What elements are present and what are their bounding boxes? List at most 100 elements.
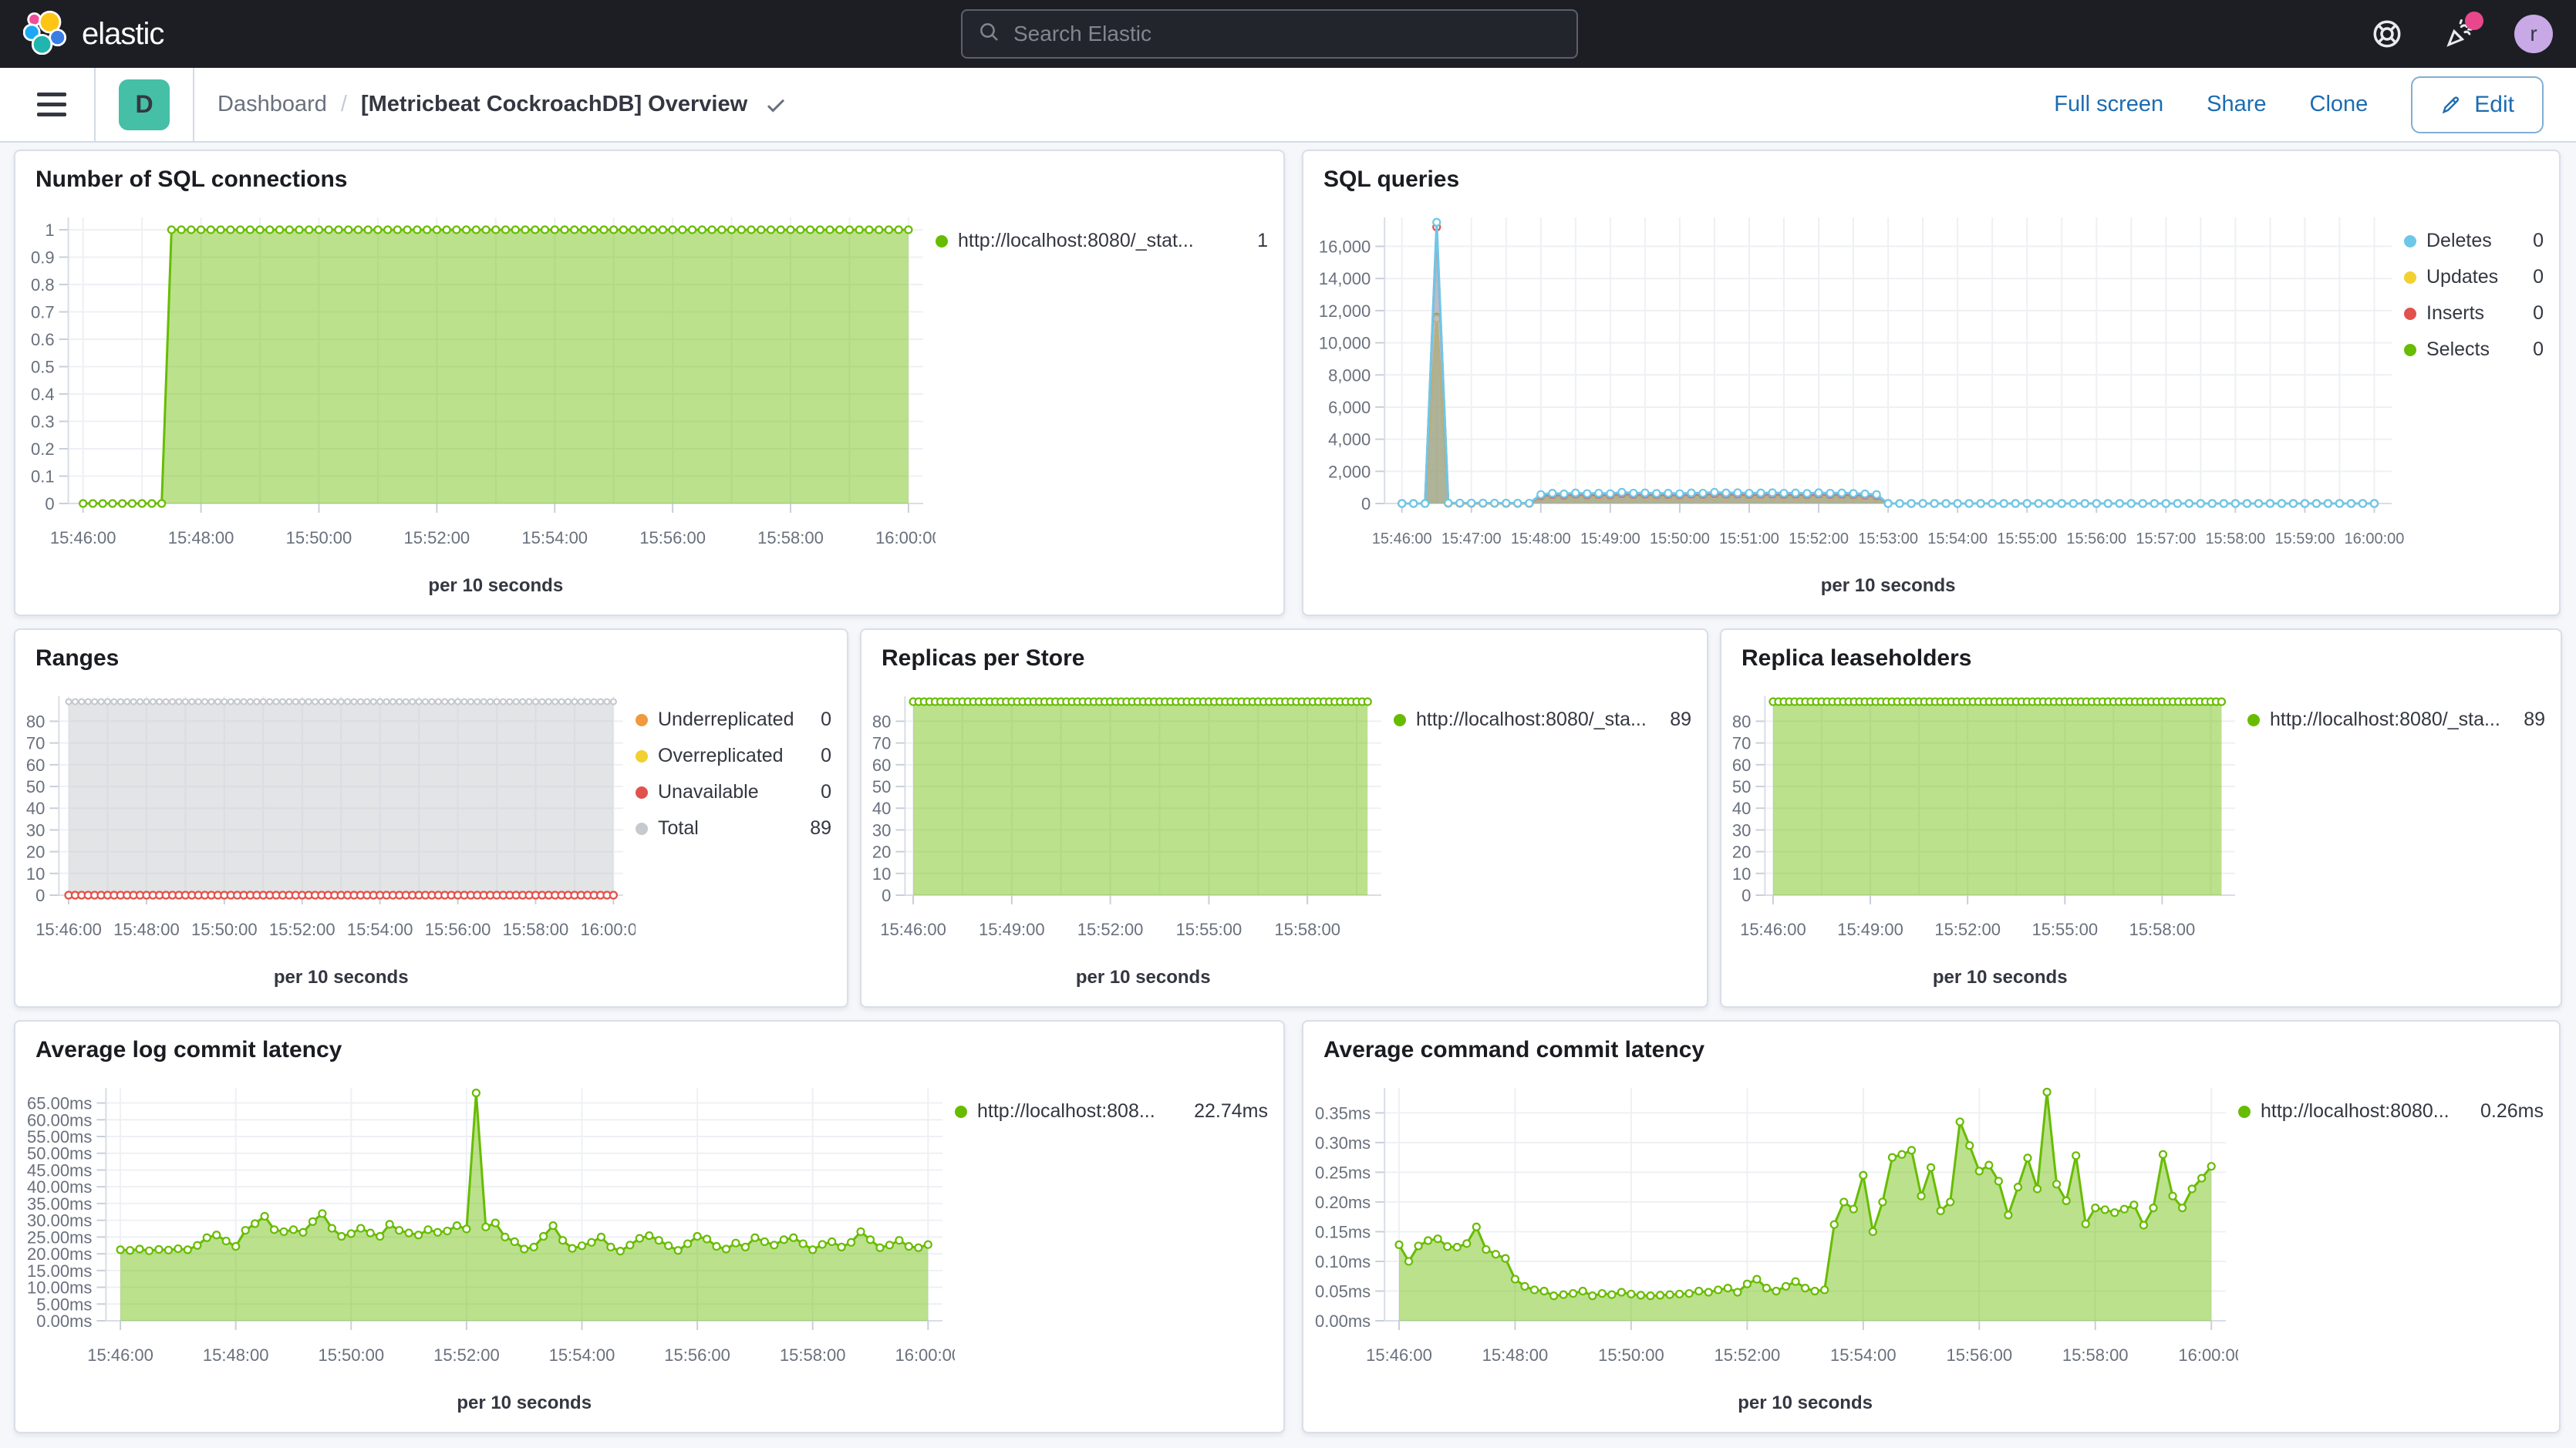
- legend-item[interactable]: Updates 0: [2404, 266, 2544, 288]
- svg-text:30: 30: [872, 820, 891, 840]
- svg-text:10: 10: [1732, 864, 1751, 884]
- svg-text:15:54:00: 15:54:00: [549, 1345, 615, 1365]
- legend-item[interactable]: Underreplicated 0: [636, 709, 831, 731]
- svg-text:0.9: 0.9: [31, 248, 55, 267]
- chart-replicas-per-store[interactable]: 0 10 20 30 40 50 60 70 80 15:46:00 15:49:00 15:52:0…: [866, 675, 1394, 1002]
- svg-text:0.1: 0.1: [31, 466, 55, 486]
- svg-text:40.00ms: 40.00ms: [27, 1177, 92, 1197]
- series-color-dot: [2404, 307, 2416, 320]
- svg-text:50: 50: [872, 777, 891, 796]
- chart-sql-connections[interactable]: 0 0.1 0.2 0.3 0.4 0.5 0.6 0.7 0.8 0.9 1 15:46:00 15:…: [20, 196, 936, 610]
- svg-text:10: 10: [872, 864, 891, 884]
- svg-text:15:52:00: 15:52:00: [1789, 530, 1849, 547]
- svg-text:0.30ms: 0.30ms: [1315, 1133, 1371, 1153]
- svg-text:70: 70: [872, 734, 891, 753]
- legend-value: 0: [2533, 230, 2544, 251]
- legend-value: 89: [1670, 709, 1691, 730]
- global-search[interactable]: [961, 9, 1578, 59]
- svg-text:45.00ms: 45.00ms: [27, 1160, 92, 1180]
- chart-avg-log-commit-latency[interactable]: 0.00ms 5.00ms 10.00ms 15.00ms 20.00ms 25.00ms…: [20, 1066, 955, 1427]
- legend-item[interactable]: http://localhost:8080/_stat... 1: [936, 230, 1268, 252]
- chart-avg-command-commit-latency[interactable]: 0.00ms 0.05ms 0.10ms 0.15ms 0.20ms 0.25ms 0.30…: [1308, 1066, 2238, 1427]
- svg-text:10,000: 10,000: [1319, 334, 1371, 353]
- elastic-brand[interactable]: elastic: [22, 10, 164, 59]
- share-button[interactable]: Share: [2207, 92, 2267, 116]
- legend-item[interactable]: Selects 0: [2404, 338, 2544, 361]
- svg-text:60: 60: [1732, 756, 1751, 775]
- svg-text:15:52:00: 15:52:00: [1715, 1345, 1781, 1365]
- legend-item[interactable]: Unavailable 0: [636, 781, 831, 803]
- svg-text:30: 30: [1732, 820, 1751, 840]
- legend-item[interactable]: http://localhost:808... 22.74ms: [955, 1100, 1268, 1123]
- legend-item[interactable]: http://localhost:8080/_sta... 89: [2247, 709, 2545, 731]
- chart-ranges[interactable]: 0 10 20 30 40 50 60 70 80 15:46:00 15:48:00 15:50:0…: [20, 675, 636, 1002]
- check-icon[interactable]: [764, 93, 787, 116]
- legend-value: 89: [2524, 709, 2545, 730]
- brand-wordmark: elastic: [82, 16, 164, 51]
- avatar-initial: r: [2530, 22, 2537, 45]
- dashboard-app-badge: D: [119, 79, 170, 130]
- svg-text:60.00ms: 60.00ms: [27, 1110, 92, 1130]
- svg-text:16:00:00: 16:00:00: [581, 920, 636, 939]
- newsfeed-button[interactable]: [2442, 12, 2483, 52]
- svg-text:15:58:00: 15:58:00: [757, 528, 824, 547]
- svg-text:20.00ms: 20.00ms: [27, 1244, 92, 1264]
- chart-replica-leaseholders[interactable]: 0 10 20 30 40 50 60 70 80 15:46:00 15:49:00 15:52:0…: [1726, 675, 2247, 1002]
- panel-avg-log-commit-latency: Average log commit latency 0.00ms 5.00ms 1…: [14, 1020, 1285, 1433]
- legend-item[interactable]: http://localhost:8080... 0.26ms: [2238, 1100, 2544, 1123]
- legend-label: Underreplicated: [658, 709, 794, 730]
- svg-text:70: 70: [26, 734, 45, 753]
- chart-canvas: 0.00ms 0.05ms 0.10ms 0.15ms 0.20ms 0.25ms 0.30…: [1315, 1087, 2238, 1413]
- svg-text:15:56:00: 15:56:00: [664, 1345, 730, 1365]
- legend-value: 0: [2533, 302, 2544, 324]
- search-input[interactable]: [1013, 22, 1561, 46]
- legend-item[interactable]: Deletes 0: [2404, 230, 2544, 252]
- svg-text:15:48:00: 15:48:00: [1482, 1345, 1549, 1365]
- legend-item[interactable]: Inserts 0: [2404, 302, 2544, 325]
- svg-text:15:54:00: 15:54:00: [521, 528, 588, 547]
- svg-text:70: 70: [1732, 734, 1751, 753]
- svg-text:10: 10: [26, 864, 45, 884]
- legend-value: 0: [821, 745, 831, 766]
- svg-text:25.00ms: 25.00ms: [27, 1227, 92, 1247]
- chart-legend: Deletes 0 Updates 0 Inserts 0 Selects 0: [2404, 196, 2554, 610]
- svg-text:16:00:00: 16:00:00: [875, 528, 936, 547]
- svg-text:15:50:00: 15:50:00: [1650, 530, 1710, 547]
- edit-button-label: Edit: [2474, 91, 2514, 117]
- series-color-dot: [636, 749, 648, 763]
- svg-text:12,000: 12,000: [1319, 301, 1371, 321]
- svg-text:15:54:00: 15:54:00: [347, 920, 413, 939]
- full-screen-button[interactable]: Full screen: [2054, 92, 2164, 116]
- svg-text:15:50:00: 15:50:00: [1598, 1345, 1664, 1365]
- svg-text:80: 80: [872, 712, 891, 731]
- svg-text:15:49:00: 15:49:00: [1837, 920, 1903, 939]
- svg-text:6,000: 6,000: [1328, 398, 1371, 417]
- legend-value: 1: [1257, 230, 1268, 251]
- legend-item[interactable]: http://localhost:8080/_sta... 89: [1394, 709, 1691, 731]
- chart-sql-queries[interactable]: 0 2,000 4,000 6,000 8,000 10,000 12,000 14,000 1…: [1308, 196, 2404, 610]
- series-color-dot: [936, 234, 948, 248]
- chart-legend: http://localhost:8080... 0.26ms: [2238, 1066, 2554, 1427]
- svg-text:80: 80: [1732, 712, 1751, 731]
- legend-item[interactable]: Total 89: [636, 817, 831, 840]
- top-nav: elastic r: [0, 0, 2576, 68]
- clone-button[interactable]: Clone: [2309, 92, 2369, 116]
- user-avatar[interactable]: r: [2514, 15, 2553, 53]
- legend-label: http://localhost:8080/_stat...: [958, 230, 1194, 251]
- menu-button[interactable]: [32, 88, 71, 121]
- svg-text:0.2: 0.2: [31, 439, 55, 459]
- legend-item[interactable]: Overreplicated 0: [636, 745, 831, 767]
- edit-button[interactable]: Edit: [2411, 76, 2544, 133]
- panel-avg-command-commit-latency: Average command commit latency 0.00ms 0.0…: [1302, 1020, 2561, 1433]
- svg-text:60: 60: [872, 756, 891, 775]
- svg-text:8,000: 8,000: [1328, 365, 1371, 385]
- svg-text:15:58:00: 15:58:00: [1274, 920, 1340, 939]
- breadcrumb-dashboard-link[interactable]: Dashboard: [217, 92, 327, 116]
- svg-text:15:52:00: 15:52:00: [1077, 920, 1144, 939]
- chart-canvas: 0 2,000 4,000 6,000 8,000 10,000 12,000 14,000 1…: [1319, 217, 2404, 596]
- svg-text:20: 20: [872, 843, 891, 862]
- svg-text:15:48:00: 15:48:00: [113, 920, 180, 939]
- svg-text:2,000: 2,000: [1328, 462, 1371, 481]
- svg-text:15:54:00: 15:54:00: [1927, 530, 1988, 547]
- help-button[interactable]: [2369, 16, 2405, 52]
